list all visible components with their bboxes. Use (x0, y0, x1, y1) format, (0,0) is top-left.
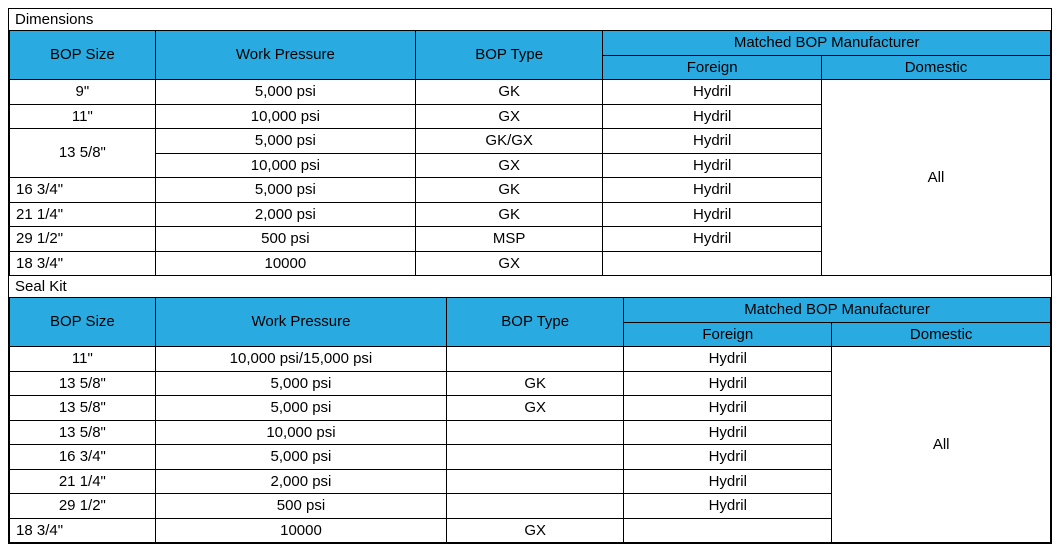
cell-foreign: Hydril (624, 494, 832, 519)
cell-bop-type (447, 494, 624, 519)
cell-work-pressure: 500 psi (155, 494, 446, 519)
cell-work-pressure: 10,000 psi (155, 104, 415, 129)
tables-container: Dimensions BOP Size Work Pressure BOP Ty… (8, 8, 1052, 544)
col-matched-mfr: Matched BOP Manufacturer (624, 298, 1051, 323)
cell-bop-type: GX (447, 518, 624, 543)
cell-bop-type: GK (415, 202, 602, 227)
cell-foreign: Hydril (624, 347, 832, 372)
cell-bop-size: 16 3/4" (10, 445, 156, 470)
cell-work-pressure: 10,000 psi (155, 153, 415, 178)
header-row-1: BOP Size Work Pressure BOP Type Matched … (10, 298, 1051, 323)
cell-foreign: Hydril (624, 420, 832, 445)
cell-bop-type: GK (447, 371, 624, 396)
cell-bop-type: GK (415, 80, 602, 105)
cell-bop-size: 21 1/4" (10, 469, 156, 494)
cell-bop-type: MSP (415, 227, 602, 252)
cell-foreign: Hydril (624, 445, 832, 470)
cell-foreign: Hydril (603, 153, 822, 178)
cell-bop-size: 18 3/4" (10, 251, 156, 276)
section-title-sealkit: Seal Kit (9, 276, 1051, 297)
cell-foreign: Hydril (624, 469, 832, 494)
cell-bop-size: 11" (10, 104, 156, 129)
col-domestic: Domestic (832, 322, 1051, 347)
cell-bop-type (447, 420, 624, 445)
cell-bop-size: 13 5/8" (10, 371, 156, 396)
cell-foreign: Hydril (624, 396, 832, 421)
col-work-pressure: Work Pressure (155, 31, 415, 80)
cell-foreign: Hydril (603, 129, 822, 154)
cell-bop-type (447, 445, 624, 470)
cell-bop-size: 13 5/8" (10, 129, 156, 178)
cell-bop-type: GX (415, 104, 602, 129)
table-row: 11"10,000 psi/15,000 psiHydrilAll (10, 347, 1051, 372)
cell-foreign: Hydril (603, 104, 822, 129)
cell-domestic-merged: All (832, 347, 1051, 543)
cell-bop-size: 13 5/8" (10, 396, 156, 421)
col-foreign: Foreign (603, 55, 822, 80)
cell-foreign: Hydril (603, 227, 822, 252)
section-title-dimensions: Dimensions (9, 9, 1051, 30)
cell-foreign: Hydril (603, 178, 822, 203)
cell-work-pressure: 10,000 psi/15,000 psi (155, 347, 446, 372)
cell-foreign: Hydril (603, 80, 822, 105)
cell-bop-size: 29 1/2" (10, 494, 156, 519)
cell-foreign: Hydril (624, 371, 832, 396)
cell-bop-size: 13 5/8" (10, 420, 156, 445)
cell-work-pressure: 2,000 psi (155, 469, 446, 494)
col-bop-type: BOP Type (415, 31, 602, 80)
cell-work-pressure: 5,000 psi (155, 178, 415, 203)
dimensions-table: BOP Size Work Pressure BOP Type Matched … (9, 30, 1051, 276)
col-matched-mfr: Matched BOP Manufacturer (603, 31, 1051, 56)
cell-bop-type: GK/GX (415, 129, 602, 154)
col-bop-size: BOP Size (10, 31, 156, 80)
header-row-1: BOP Size Work Pressure BOP Type Matched … (10, 31, 1051, 56)
col-bop-size: BOP Size (10, 298, 156, 347)
cell-work-pressure: 5,000 psi (155, 80, 415, 105)
cell-bop-size: 16 3/4" (10, 178, 156, 203)
col-bop-type: BOP Type (447, 298, 624, 347)
cell-work-pressure: 5,000 psi (155, 445, 446, 470)
cell-foreign: Hydril (603, 202, 822, 227)
cell-work-pressure: 5,000 psi (155, 371, 446, 396)
cell-domestic-merged: All (821, 80, 1050, 276)
cell-bop-type: GK (415, 178, 602, 203)
cell-bop-type: GX (415, 153, 602, 178)
cell-foreign (603, 251, 822, 276)
cell-work-pressure: 500 psi (155, 227, 415, 252)
cell-bop-type (447, 469, 624, 494)
cell-work-pressure: 10,000 psi (155, 420, 446, 445)
cell-bop-size: 18 3/4" (10, 518, 156, 543)
cell-work-pressure: 10000 (155, 251, 415, 276)
cell-bop-type: GX (447, 396, 624, 421)
table-row: 9"5,000 psiGKHydrilAll (10, 80, 1051, 105)
cell-work-pressure: 10000 (155, 518, 446, 543)
col-foreign: Foreign (624, 322, 832, 347)
cell-bop-type (447, 347, 624, 372)
cell-bop-size: 21 1/4" (10, 202, 156, 227)
cell-bop-size: 11" (10, 347, 156, 372)
col-domestic: Domestic (821, 55, 1050, 80)
cell-work-pressure: 5,000 psi (155, 129, 415, 154)
col-work-pressure: Work Pressure (155, 298, 446, 347)
cell-work-pressure: 2,000 psi (155, 202, 415, 227)
cell-bop-size: 9" (10, 80, 156, 105)
cell-bop-type: GX (415, 251, 602, 276)
cell-bop-size: 29 1/2" (10, 227, 156, 252)
sealkit-table: BOP Size Work Pressure BOP Type Matched … (9, 297, 1051, 543)
cell-foreign (624, 518, 832, 543)
cell-work-pressure: 5,000 psi (155, 396, 446, 421)
